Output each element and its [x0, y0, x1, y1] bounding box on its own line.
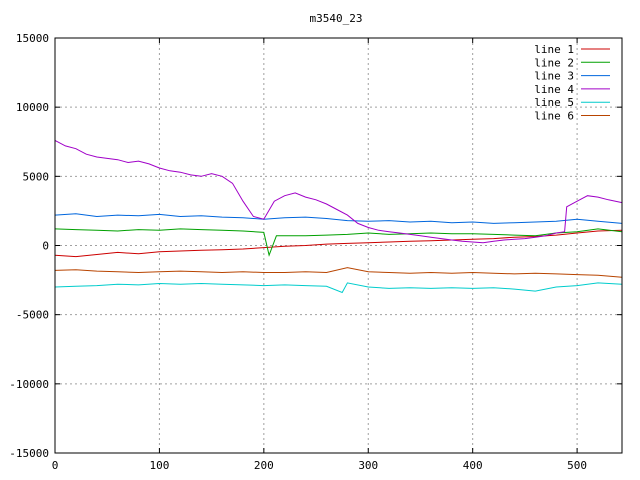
y-tick-label: -15000: [9, 447, 49, 460]
x-tick-label: 500: [567, 459, 587, 472]
chart-title: m3540_23: [310, 12, 363, 25]
x-tick-label: 400: [463, 459, 483, 472]
legend-label: line 1: [534, 43, 574, 56]
series-line-5: [54, 282, 623, 294]
legend-label: line 6: [534, 110, 574, 123]
series-line-1: [54, 229, 623, 258]
y-tick-label: -10000: [9, 378, 49, 391]
x-tick-label: 100: [149, 459, 169, 472]
grid: [55, 38, 622, 453]
legend-label: line 3: [534, 70, 574, 83]
y-tick-label: 0: [42, 240, 49, 253]
y-tick-label: -5000: [16, 309, 49, 322]
series-line-2: [54, 228, 623, 257]
y-tick-label: 15000: [16, 32, 49, 45]
x-tick-label: 0: [52, 459, 59, 472]
y-tick-label: 5000: [23, 170, 50, 183]
series-line-4: [54, 139, 623, 244]
x-tick-label: 300: [358, 459, 378, 472]
legend-label: line 5: [534, 96, 574, 109]
series-line-3: [54, 213, 623, 224]
axes: 0 100 200 300 400 500 -15000 -10000 -5000 0 5000 10…: [9, 32, 623, 472]
legend-label: line 2: [534, 56, 574, 69]
series-line-6: [54, 267, 623, 278]
series-lines: [54, 139, 623, 294]
x-tick-label: 200: [254, 459, 274, 472]
y-tick-label: 10000: [16, 101, 49, 114]
legend-label: line 4: [534, 83, 574, 96]
